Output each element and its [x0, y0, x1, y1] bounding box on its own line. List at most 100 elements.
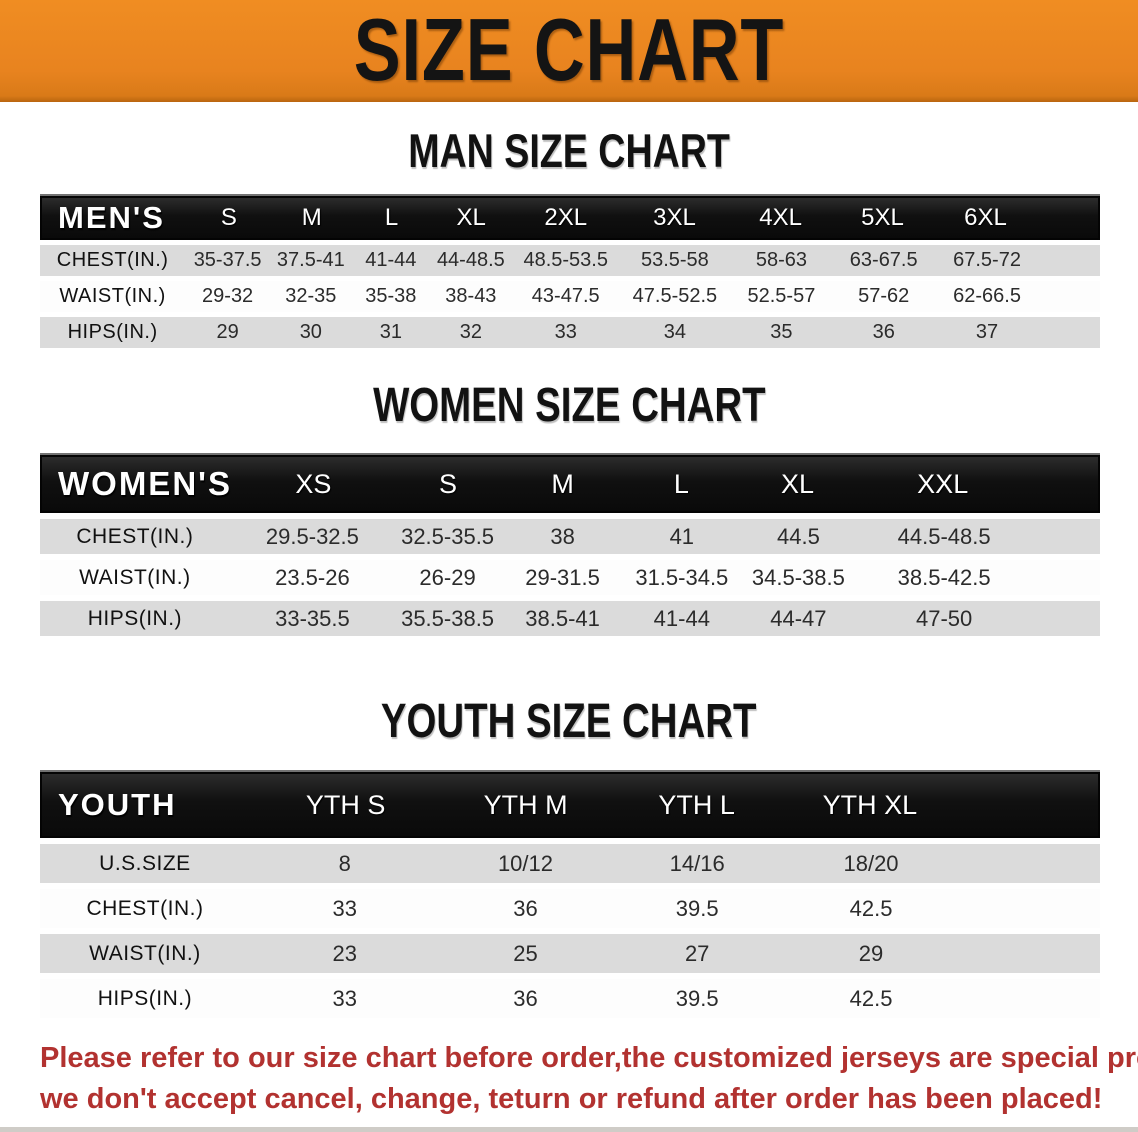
women-size-value: 33-35.5 — [275, 605, 350, 631]
youth-table-header: YOUTH YTH S YTH M YTH L YTH XL — [40, 772, 1100, 838]
women-table-header: WOMEN'S XS S M L XL XXL — [40, 455, 1100, 513]
men-size-value: 48.5-53.5 — [523, 249, 608, 271]
order-disclaimer: Please refer to our size chart before or… — [40, 1038, 1138, 1120]
youth-table-row: HIPS(IN.) 33 36 39.5 42.5 — [40, 979, 1100, 1018]
men-size-value: 38-43 — [445, 285, 497, 307]
youth-size-value: 33 — [332, 895, 357, 921]
women-table-row: HIPS(IN.) 33-35.5 35.5-38.5 38.5-41 41-44 44-… — [40, 601, 1100, 636]
women-size-value: 35.5-38.5 — [401, 605, 495, 631]
men-size-col-header: 3XL — [653, 204, 696, 231]
men-size-value: 29-32 — [202, 285, 254, 307]
youth-table-row: U.S.SIZE 8 10/12 14/16 18/20 — [40, 844, 1100, 883]
women-size-value: 38 — [550, 523, 575, 549]
youth-size-value: 25 — [513, 940, 538, 966]
youth-size-value: 8 — [338, 850, 351, 876]
women-size-col-header: XL — [781, 468, 815, 499]
men-size-value: 43-47.5 — [531, 285, 600, 307]
banner-title: SIZE CHART — [353, 0, 785, 99]
men-size-value: 34 — [663, 321, 687, 343]
women-size-value: 47-50 — [916, 605, 973, 631]
youth-size-value: 18/20 — [843, 850, 899, 876]
men-size-value: 37 — [975, 321, 999, 343]
youth-row-label: U.S.SIZE — [99, 851, 191, 875]
women-size-col-header: S — [439, 468, 458, 499]
women-row-label: WAIST(IN.) — [79, 565, 191, 589]
bottom-edge-line — [0, 1127, 1138, 1132]
men-section-heading: MAN SIZE CHART — [0, 126, 1138, 176]
youth-size-table: YOUTH YTH S YTH M YTH L YTH XL U.S.SIZE 8 10/12… — [40, 772, 1100, 1018]
youth-table-row: CHEST(IN.) 33 36 39.5 42.5 — [40, 889, 1100, 928]
size-chart-banner: SIZE CHART — [0, 0, 1138, 102]
youth-size-col-header: YTH XL — [822, 789, 918, 820]
men-size-value: 58-63 — [755, 249, 807, 271]
youth-section-heading-text: YOUTH SIZE CHART — [381, 695, 757, 748]
men-size-value: 36 — [872, 321, 895, 343]
men-size-col-header: 6XL — [964, 204, 1007, 231]
men-size-table: MEN'S S M L XL 2XL 3XL 4XL 5XL 6XL CHEST(IN.) 35-37… — [40, 196, 1100, 348]
women-size-value: 34.5-38.5 — [751, 564, 845, 590]
youth-row-label: HIPS(IN.) — [97, 986, 193, 1010]
women-row-label: CHEST(IN.) — [76, 524, 194, 548]
men-section-heading-text: MAN SIZE CHART — [408, 124, 730, 177]
men-size-value: 32-35 — [285, 285, 337, 307]
men-table-header: MEN'S S M L XL 2XL 3XL 4XL 5XL 6XL — [40, 196, 1100, 240]
women-size-value: 44.5 — [776, 523, 820, 549]
men-size-value: 35 — [770, 321, 793, 343]
women-corner-label: WOMEN'S — [58, 465, 232, 502]
women-size-value: 31.5-34.5 — [635, 564, 729, 590]
men-size-value: 47.5-52.5 — [632, 285, 718, 307]
men-size-value: 33 — [554, 321, 577, 343]
men-size-chart-section: MAN SIZE CHART MEN'S S M L XL 2XL 3XL 4XL 5XL 6XL C… — [0, 126, 1138, 348]
women-table-row: WAIST(IN.) 23.5-26 26-29 29-31.5 31.5-34.5 34… — [40, 560, 1100, 595]
women-size-value: 41 — [669, 523, 695, 549]
youth-size-value: 36 — [513, 985, 538, 1011]
men-size-col-header: XL — [456, 204, 486, 231]
women-size-value: 32.5-35.5 — [401, 523, 495, 549]
men-table-row: CHEST(IN.) 35-37.5 37.5-41 41-44 44-48.5 48.5… — [40, 245, 1100, 276]
youth-section-heading: YOUTH SIZE CHART — [0, 696, 1138, 748]
youth-size-chart-section: YOUTH SIZE CHART YOUTH YTH S YTH M YTH L YTH … — [0, 696, 1138, 1018]
men-size-value: 30 — [299, 321, 322, 343]
women-size-value: 38.5-42.5 — [897, 564, 991, 590]
men-size-value: 53.5-58 — [640, 249, 709, 271]
youth-table-row: WAIST(IN.) 23 25 27 29 — [40, 934, 1100, 973]
youth-size-value: 10/12 — [497, 850, 553, 876]
men-size-value: 63-67.5 — [849, 249, 918, 271]
women-section-heading: WOMEN SIZE CHART — [0, 380, 1138, 432]
women-size-value: 38.5-41 — [525, 605, 600, 631]
youth-row-label: CHEST(IN.) — [86, 896, 204, 920]
men-size-value: 29 — [216, 321, 239, 343]
men-size-col-header: M — [301, 204, 322, 231]
youth-size-value: 39.5 — [675, 985, 719, 1011]
women-size-col-header: L — [673, 468, 689, 499]
women-table-row: CHEST(IN.) 29.5-32.5 32.5-35.5 38 41 44.5 44.5… — [40, 519, 1100, 554]
youth-size-value: 36 — [513, 895, 538, 921]
men-size-value: 37.5-41 — [276, 249, 345, 271]
men-size-value: 41-44 — [365, 249, 417, 271]
disclaimer-line-2: we don't accept cancel, change, teturn o… — [40, 1083, 1103, 1115]
men-corner-label: MEN'S — [58, 200, 165, 235]
women-size-value: 23.5-26 — [275, 564, 350, 590]
youth-size-value: 42.5 — [849, 985, 893, 1011]
women-size-value: 44.5-48.5 — [897, 523, 991, 549]
men-size-value: 67.5-72 — [953, 249, 1021, 271]
women-section-heading-text: WOMEN SIZE CHART — [372, 379, 766, 432]
youth-size-value: 29 — [858, 940, 884, 966]
size-chart-sections: MAN SIZE CHART MEN'S S M L XL 2XL 3XL 4XL 5XL 6XL C… — [0, 126, 1138, 1018]
men-size-value: 35-37.5 — [193, 249, 262, 271]
men-size-value: 52.5-57 — [747, 285, 816, 307]
men-row-label: WAIST(IN.) — [59, 285, 166, 307]
youth-size-value: 23 — [332, 940, 357, 966]
youth-row-label: WAIST(IN.) — [89, 941, 201, 965]
men-size-col-header: 5XL — [861, 204, 904, 231]
men-size-value: 44-48.5 — [436, 249, 505, 271]
men-table-row: WAIST(IN.) 29-32 32-35 35-38 38-43 43-47.5 47.… — [40, 281, 1100, 312]
women-size-col-header: M — [551, 468, 574, 499]
women-size-value: 26-29 — [419, 564, 476, 590]
women-size-table: WOMEN'S XS S M L XL XXL CHEST(IN.) 29.5-32.5 32.5… — [40, 455, 1100, 636]
men-row-label: CHEST(IN.) — [56, 249, 169, 271]
youth-size-col-header: YTH L — [658, 789, 735, 820]
youth-size-value: 33 — [332, 985, 357, 1011]
men-size-value: 31 — [379, 321, 402, 343]
disclaimer-line-1: Please refer to our size chart before or… — [40, 1042, 1138, 1074]
